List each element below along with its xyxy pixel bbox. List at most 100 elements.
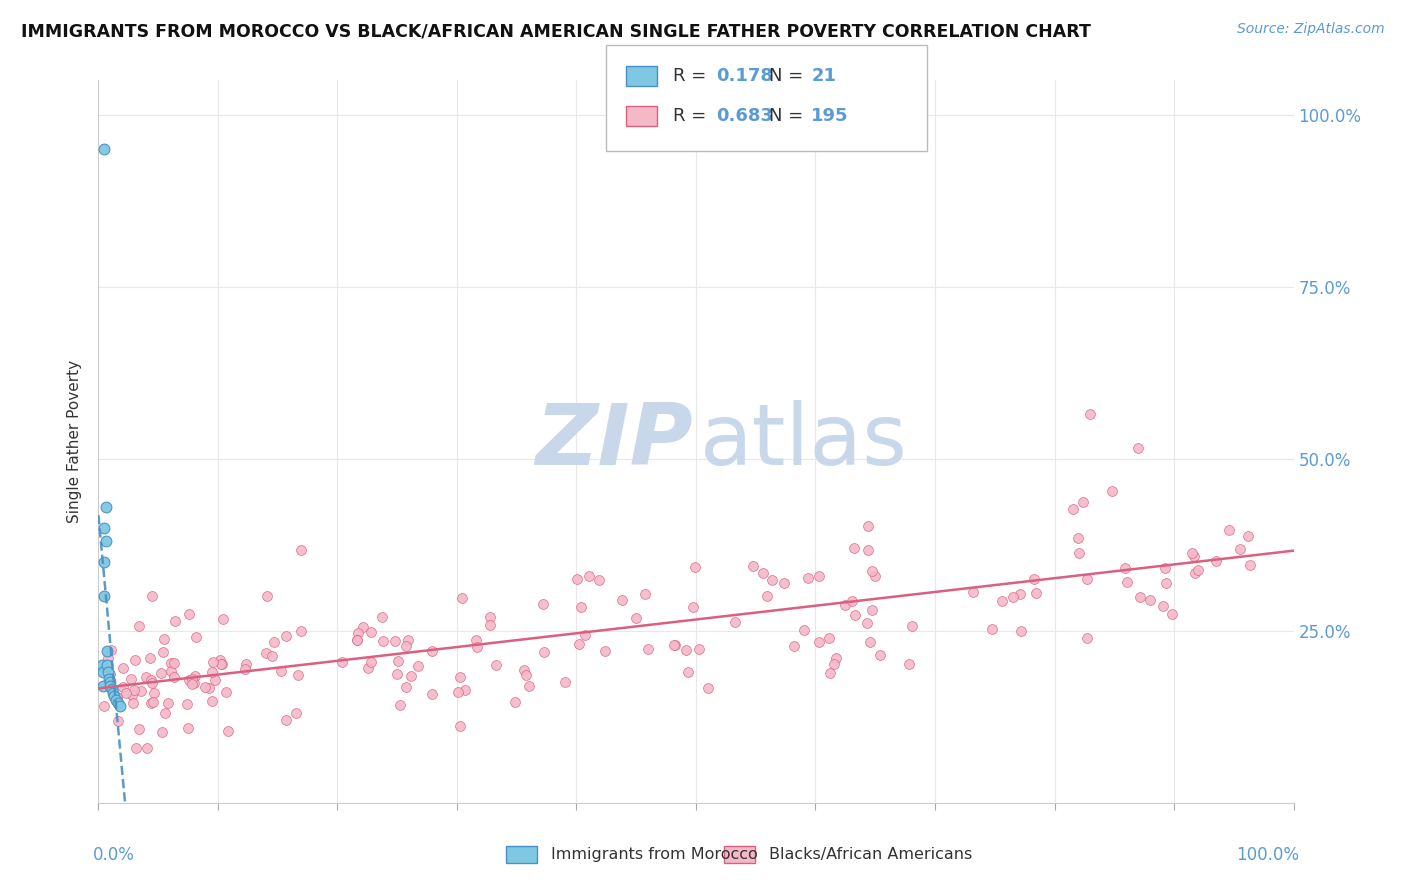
Text: 0.683: 0.683 — [716, 107, 773, 125]
Point — [105, 690, 128, 705]
Point — [453, 682, 475, 697]
Point — [1182, 549, 1205, 564]
Point — [287, 668, 309, 682]
Point — [533, 645, 555, 659]
Point — [142, 686, 165, 700]
Point — [121, 688, 143, 702]
Point — [742, 558, 765, 573]
Point — [756, 589, 779, 603]
Point — [152, 645, 174, 659]
Point — [449, 670, 471, 684]
Point — [420, 643, 443, 657]
Point — [637, 642, 659, 657]
Text: 0.178: 0.178 — [716, 67, 773, 85]
Point — [101, 686, 124, 700]
Point — [900, 619, 922, 633]
Point — [1022, 573, 1045, 587]
Point — [981, 622, 1004, 636]
Point — [682, 599, 704, 614]
Point — [568, 637, 591, 651]
Point — [91, 679, 114, 693]
Point — [1080, 407, 1102, 421]
Point — [569, 600, 592, 615]
Text: 100.0%: 100.0% — [1236, 847, 1299, 864]
Point — [688, 642, 710, 657]
Point — [98, 672, 121, 686]
Point — [274, 629, 297, 643]
Point — [513, 663, 536, 677]
Point — [186, 630, 208, 644]
Text: Immigrants from Morocco: Immigrants from Morocco — [551, 847, 758, 862]
Point — [138, 651, 160, 665]
Point — [93, 555, 115, 569]
Point — [160, 656, 183, 670]
Point — [724, 615, 747, 629]
Point — [153, 632, 176, 647]
Point — [1218, 523, 1240, 537]
Point — [389, 698, 412, 712]
Point — [842, 541, 865, 556]
Point — [503, 695, 526, 709]
Point — [128, 722, 150, 736]
Point — [142, 695, 165, 709]
Point — [202, 655, 225, 669]
Text: Blacks/African Americans: Blacks/African Americans — [769, 847, 973, 862]
Point — [395, 639, 418, 653]
Point — [865, 569, 887, 583]
Point — [1236, 529, 1258, 543]
Text: 195: 195 — [811, 107, 849, 125]
Point — [98, 667, 121, 681]
Point — [898, 657, 921, 672]
Point — [761, 573, 783, 587]
Point — [593, 643, 616, 657]
Point — [330, 656, 353, 670]
Text: 21: 21 — [811, 67, 837, 85]
Point — [1101, 484, 1123, 499]
Point — [290, 624, 312, 638]
Point — [1161, 607, 1184, 622]
Point — [94, 534, 117, 549]
Point — [844, 607, 866, 622]
Point — [141, 676, 163, 690]
Point — [1025, 586, 1047, 600]
Point — [420, 687, 443, 701]
Point — [834, 599, 856, 613]
Point — [793, 623, 815, 637]
Point — [124, 653, 146, 667]
Point — [447, 685, 470, 699]
Point — [1152, 599, 1174, 613]
Point — [107, 696, 129, 710]
Point — [128, 619, 150, 633]
Point — [111, 661, 134, 675]
Text: R =: R = — [673, 67, 713, 85]
Point — [163, 670, 186, 684]
Point — [270, 664, 292, 678]
Point — [465, 640, 488, 654]
Point — [371, 633, 394, 648]
Y-axis label: Single Father Poverty: Single Father Poverty — [67, 360, 83, 523]
Point — [554, 675, 576, 690]
Point — [103, 689, 125, 703]
Point — [360, 625, 382, 640]
Point — [139, 696, 162, 710]
Point — [396, 632, 419, 647]
Point — [634, 587, 657, 601]
Point — [141, 590, 163, 604]
Point — [97, 665, 120, 679]
Point — [198, 681, 221, 695]
Point — [478, 610, 501, 624]
Point — [1154, 561, 1177, 575]
Point — [856, 615, 879, 630]
Point — [384, 633, 406, 648]
Point — [1076, 632, 1098, 646]
Point — [135, 670, 157, 684]
Point — [201, 665, 224, 679]
Point — [858, 542, 880, 557]
Text: Source: ZipAtlas.com: Source: ZipAtlas.com — [1237, 22, 1385, 37]
Point — [697, 681, 720, 696]
Point — [1002, 591, 1025, 605]
Point — [1154, 575, 1177, 590]
Point — [395, 680, 418, 694]
Point — [98, 675, 122, 690]
Point — [194, 680, 217, 694]
